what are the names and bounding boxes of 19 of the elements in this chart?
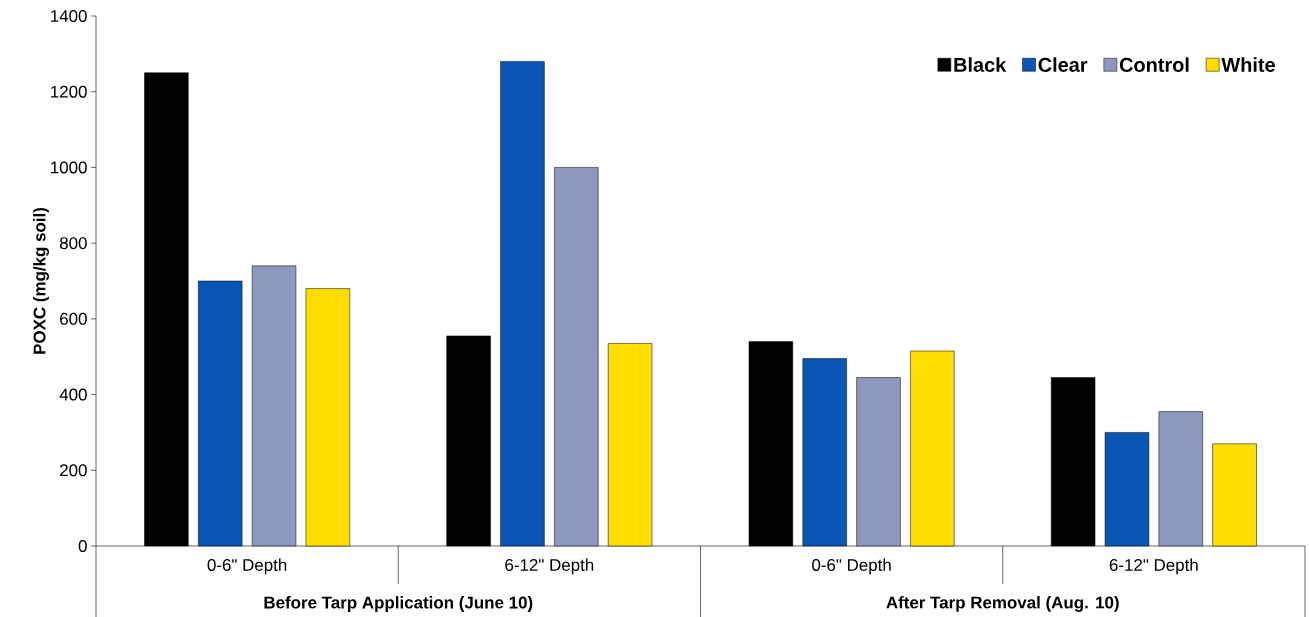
y-tick-label: 400: [59, 388, 87, 401]
y-axis-title: POXC (mg/kg soil): [33, 207, 49, 354]
y-tick-label: 200: [60, 464, 87, 477]
y-tick-label: 1400: [51, 10, 87, 22]
legend-label: Control: [1119, 57, 1189, 72]
y-tick-label: 600: [60, 312, 87, 325]
x-tick-label: 6-12" Depth: [505, 558, 594, 575]
x-tick-label: 0-6" Depth: [207, 558, 287, 575]
legend-label: Clear: [1038, 57, 1088, 72]
x-tick-label: 6-12" Depth: [1109, 558, 1198, 575]
legend-label: White: [1221, 57, 1275, 72]
y-tick-label: 1200: [51, 85, 87, 98]
x-tick-label: 0-6" Depth: [812, 558, 891, 575]
y-tick-label: 0: [78, 540, 87, 552]
text: Before Tarp Application (June 10): [264, 596, 533, 612]
legend-label: Black: [954, 57, 1007, 72]
text: After Tarp Removal (Aug. 10): [886, 596, 1119, 612]
y-tick-label: 800: [59, 237, 87, 250]
y-tick-label: 1000: [51, 161, 87, 174]
